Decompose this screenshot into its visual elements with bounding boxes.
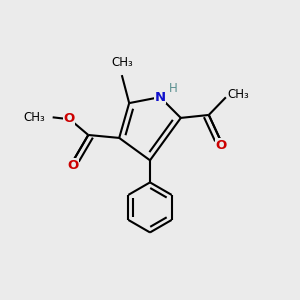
Text: CH₃: CH₃	[111, 56, 133, 69]
Text: O: O	[216, 139, 227, 152]
Text: N: N	[154, 91, 166, 103]
Text: CH₃: CH₃	[24, 111, 46, 124]
Text: O: O	[64, 112, 75, 125]
Text: O: O	[67, 159, 78, 172]
Text: H: H	[169, 82, 178, 95]
Text: CH₃: CH₃	[227, 88, 249, 101]
